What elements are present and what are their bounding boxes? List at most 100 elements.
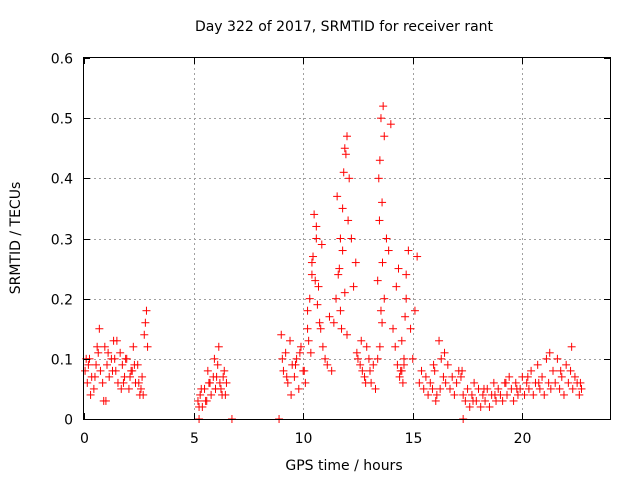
data-point xyxy=(282,372,291,381)
data-point xyxy=(351,258,360,267)
data-point xyxy=(470,378,479,387)
data-point xyxy=(143,342,152,351)
data-point xyxy=(311,276,320,285)
data-point xyxy=(295,348,304,357)
data-point xyxy=(391,342,400,351)
data-point xyxy=(570,372,579,381)
data-point xyxy=(509,396,518,405)
axis-layer: 0 0.1 0.2 0.3 0.4 0.5 0.6 0 5 10 15 20 xyxy=(51,52,610,447)
data-point xyxy=(129,342,138,351)
data-point xyxy=(134,378,143,387)
data-point xyxy=(318,342,327,351)
data-point xyxy=(402,270,411,279)
data-point xyxy=(341,150,350,159)
data-point xyxy=(281,348,290,357)
data-point xyxy=(98,378,107,387)
data-point xyxy=(505,372,514,381)
data-point xyxy=(338,246,347,255)
data-point xyxy=(349,282,358,291)
data-point xyxy=(287,390,296,399)
data-point xyxy=(195,402,204,411)
data-point xyxy=(90,372,99,381)
data-point xyxy=(362,342,371,351)
data-point xyxy=(104,348,113,357)
y-tick-label: 0.1 xyxy=(51,353,73,369)
data-point xyxy=(431,396,440,405)
data-point xyxy=(384,246,393,255)
data-point xyxy=(128,366,137,375)
data-point xyxy=(196,390,205,399)
data-point xyxy=(316,324,325,333)
data-point xyxy=(374,174,383,183)
data-point xyxy=(396,366,405,375)
data-point xyxy=(408,354,417,363)
data-point xyxy=(130,360,139,369)
data-point xyxy=(214,342,223,351)
data-point xyxy=(139,390,148,399)
data-point xyxy=(197,384,206,393)
data-point xyxy=(315,318,324,327)
data-point xyxy=(479,384,488,393)
x-tick-label: 20 xyxy=(514,431,532,447)
data-point xyxy=(364,354,373,363)
data-point xyxy=(567,342,576,351)
data-point xyxy=(435,336,444,345)
y-axis-label: SRMTID / TECUs xyxy=(8,182,24,295)
data-point xyxy=(529,390,538,399)
x-tick-label: 10 xyxy=(295,431,313,447)
data-point xyxy=(314,282,323,291)
data-point xyxy=(436,384,445,393)
data-point xyxy=(540,390,549,399)
data-point xyxy=(461,396,470,405)
data-point xyxy=(86,390,95,399)
data-point xyxy=(206,378,215,387)
data-point xyxy=(376,306,385,315)
data-point xyxy=(291,360,300,369)
data-point xyxy=(380,294,389,303)
data-point xyxy=(534,378,543,387)
plot-frame xyxy=(83,57,611,420)
data-point xyxy=(441,378,450,387)
data-point xyxy=(306,348,315,357)
data-point xyxy=(533,360,542,369)
data-point xyxy=(136,384,145,393)
data-point xyxy=(371,384,380,393)
data-point xyxy=(117,384,126,393)
data-point xyxy=(467,390,476,399)
data-point xyxy=(458,366,467,375)
data-point xyxy=(92,360,101,369)
data-point xyxy=(545,348,554,357)
data-point xyxy=(210,354,219,363)
data-point xyxy=(353,354,362,363)
data-point xyxy=(490,390,499,399)
data-point xyxy=(392,282,401,291)
data-point xyxy=(576,378,585,387)
data-point xyxy=(378,318,387,327)
data-point xyxy=(339,168,348,177)
data-point xyxy=(463,384,472,393)
data-point xyxy=(417,366,426,375)
data-point xyxy=(312,222,321,231)
data-point xyxy=(511,378,520,387)
data-point xyxy=(101,396,110,405)
data-point xyxy=(404,246,413,255)
data-point xyxy=(213,360,222,369)
data-point xyxy=(428,384,437,393)
data-point xyxy=(343,132,351,141)
data-point xyxy=(203,366,212,375)
data-point xyxy=(84,360,93,369)
data-point xyxy=(211,384,220,393)
data-point xyxy=(476,402,485,411)
data-point xyxy=(325,312,334,321)
data-point xyxy=(575,390,584,399)
data-point xyxy=(95,324,104,333)
data-point xyxy=(459,390,468,399)
data-point xyxy=(577,384,586,393)
data-point xyxy=(121,354,130,363)
data-point xyxy=(93,342,102,351)
data-point xyxy=(343,330,351,339)
data-point xyxy=(394,264,403,273)
data-point xyxy=(356,360,365,369)
x-tick-label: 0 xyxy=(80,431,89,447)
data-point xyxy=(369,360,378,369)
